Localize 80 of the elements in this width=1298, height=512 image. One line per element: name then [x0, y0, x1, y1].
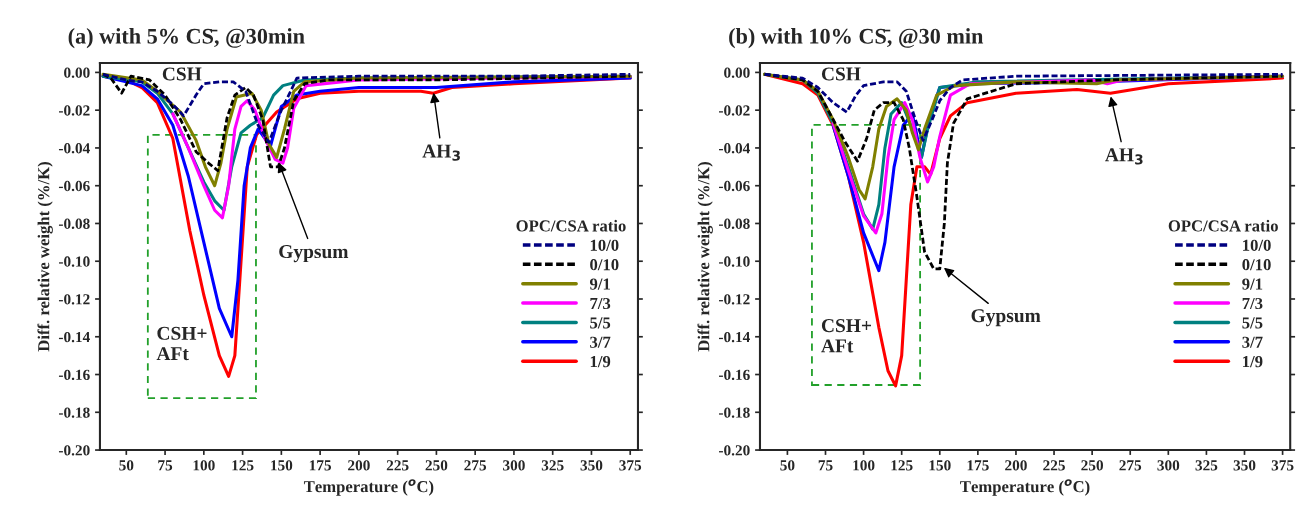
legend-label: 7/3: [1242, 297, 1263, 310]
x-tick-label: 100: [193, 460, 215, 471]
chart-title: (b) with 10% CS̄, @30 min: [729, 28, 984, 49]
x-tick-label: 125: [232, 460, 254, 471]
y-tick-label: -0.08: [58, 218, 90, 229]
x-tick-label: 250: [425, 460, 448, 471]
y-tick-label: -0.04: [58, 143, 90, 154]
legend-label: 9/1: [1242, 278, 1263, 290]
y-tick-label: -0.16: [718, 369, 750, 381]
y-axis-title: Diff. relative weight (%/K): [37, 162, 53, 352]
legend-title: OPC/CSA ratio: [1168, 219, 1278, 232]
x-tick-label: 250: [1081, 460, 1104, 471]
x-tick-label: 325: [1195, 460, 1218, 471]
y-tick-label: -0.14: [58, 331, 90, 343]
annotation: CSH: [821, 67, 861, 81]
legend-label: 5/5: [1242, 317, 1263, 329]
y-axis-title: Diff. relative weight (%/K): [697, 162, 713, 352]
annotation: CSH: [162, 67, 202, 81]
x-tick-label: 200: [1005, 460, 1027, 471]
legend-label: 10/0: [1243, 239, 1271, 251]
x-axis-title: Temperature ($^{o}$C): [960, 479, 1090, 496]
x-tick-label: 225: [386, 460, 409, 471]
y-tick-label: -0.20: [718, 445, 750, 456]
y-tick-label: -0.12: [718, 294, 750, 305]
annotation: AH$_{3}$: [422, 144, 460, 161]
y-tick-label: -0.14: [718, 331, 750, 343]
x-tick-label: 175: [967, 460, 989, 471]
x-tick-label: 375: [619, 460, 642, 471]
chart-title: (a) with 5% CS̄, @30min: [68, 28, 305, 49]
y-tick-label: 0.00: [64, 67, 90, 78]
legend-label: 1/9: [590, 356, 611, 368]
annotation: AH$_{3}$: [1105, 148, 1143, 165]
x-tick-label: 150: [271, 460, 293, 471]
x-tick-label: 75: [158, 460, 173, 471]
legend-label: 3/7: [1242, 336, 1263, 348]
legend-title: OPC/CSA ratio: [516, 219, 626, 232]
annotation: CSH+ AFt: [821, 319, 871, 353]
legend-label: 9/1: [589, 278, 610, 290]
y-tick-label: -0.10: [718, 256, 750, 267]
legend-label: 7/3: [590, 297, 611, 310]
x-tick-label: 375: [1271, 460, 1294, 471]
legend-label: 3/7: [590, 336, 611, 348]
x-tick-label: 50: [119, 460, 134, 471]
y-tick-label: -0.04: [718, 143, 750, 154]
x-tick-label: 300: [1157, 460, 1180, 471]
x-tick-label: 125: [891, 460, 913, 471]
y-tick-label: -0.12: [58, 294, 90, 305]
x-tick-label: 200: [348, 460, 370, 471]
y-tick-label: 0.00: [724, 67, 750, 78]
y-tick-label: -0.06: [718, 180, 750, 192]
y-tick-label: -0.10: [58, 256, 90, 267]
annotation: Gypsum: [279, 245, 349, 263]
y-tick-label: -0.08: [718, 218, 750, 229]
annotation: CSH+ AFt: [156, 326, 207, 361]
legend-label: 1/9: [1243, 356, 1263, 368]
y-tick-label: -0.02: [718, 105, 750, 116]
x-tick-label: 350: [1233, 460, 1256, 471]
x-tick-label: 50: [780, 460, 795, 471]
x-tick-label: 350: [580, 460, 603, 471]
x-tick-label: 100: [853, 460, 875, 471]
x-tick-label: 275: [1119, 460, 1142, 471]
x-tick-label: 325: [541, 460, 564, 471]
y-tick-label: -0.06: [58, 180, 90, 192]
y-tick-label: -0.02: [58, 105, 90, 116]
x-tick-label: 300: [503, 460, 525, 471]
y-tick-label: -0.16: [58, 369, 90, 381]
legend-label: 5/5: [590, 317, 611, 329]
y-tick-label: -0.18: [718, 407, 750, 418]
y-tick-label: -0.20: [58, 445, 90, 456]
x-tick-label: 225: [1043, 460, 1065, 471]
x-tick-label: 150: [929, 460, 951, 471]
legend-label: 0/10: [1242, 259, 1271, 271]
y-tick-label: -0.18: [58, 407, 90, 418]
legend-label: 0/10: [590, 259, 619, 271]
legend-label: 10/0: [590, 239, 619, 251]
x-tick-label: 175: [309, 460, 332, 471]
x-axis-title: Temperature ($^{o}$C): [303, 479, 434, 496]
x-tick-label: 275: [464, 460, 487, 471]
x-tick-label: 75: [818, 460, 833, 471]
annotation: Gypsum: [971, 309, 1041, 327]
